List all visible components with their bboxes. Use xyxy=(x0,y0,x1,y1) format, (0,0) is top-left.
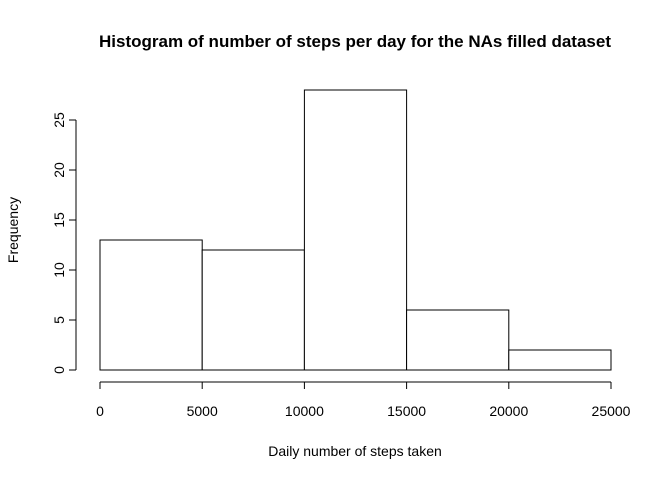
chart-title: Histogram of number of steps per day for… xyxy=(99,32,611,51)
y-axis: 0 5 10 15 20 25 xyxy=(51,112,77,374)
x-tick-label-1: 5000 xyxy=(187,403,218,419)
bars-group xyxy=(99,89,612,371)
y-tick-label-5: 25 xyxy=(51,112,67,128)
histogram-bar-4 xyxy=(508,349,612,371)
y-tick-label-4: 20 xyxy=(51,162,67,178)
x-tick-label-4: 20000 xyxy=(489,403,528,419)
y-axis-label: Frequency xyxy=(5,197,21,263)
histogram-bar-3 xyxy=(406,309,510,371)
histogram-bar-0 xyxy=(99,239,203,371)
x-axis-label: Daily number of steps taken xyxy=(268,443,442,459)
x-tick-label-0: 0 xyxy=(96,403,104,419)
histogram-bar-2 xyxy=(303,89,408,371)
x-tick-label-2: 10000 xyxy=(285,403,324,419)
y-tick-label-0: 0 xyxy=(51,366,67,374)
y-tick-label-1: 5 xyxy=(51,316,67,324)
x-tick-label-5: 25000 xyxy=(592,403,631,419)
histogram-bar-1 xyxy=(201,249,305,371)
x-axis: 0 5000 10000 15000 20000 25000 xyxy=(96,381,631,419)
x-tick-label-3: 15000 xyxy=(387,403,426,419)
y-tick-label-2: 10 xyxy=(51,262,67,278)
y-tick-label-3: 15 xyxy=(51,212,67,228)
